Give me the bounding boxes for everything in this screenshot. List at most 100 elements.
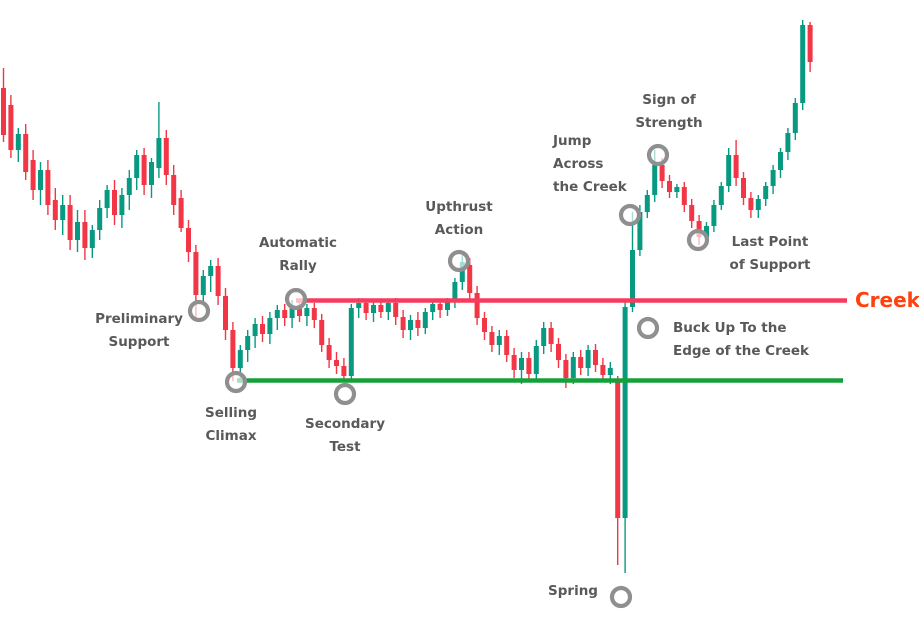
candle-up	[755, 195, 761, 218]
marker-buck-up-to-edge	[636, 316, 660, 340]
candle-up	[452, 278, 458, 308]
candle-down	[282, 304, 288, 326]
candle-down	[8, 95, 14, 158]
candle-down	[526, 352, 532, 380]
candle-down	[689, 199, 695, 228]
candle-up	[770, 165, 776, 194]
marker-secondary-test	[333, 382, 357, 406]
candle-down	[341, 358, 347, 382]
candle-up	[408, 315, 413, 340]
candle-up	[674, 184, 680, 198]
marker-upthrust-action	[447, 249, 471, 273]
candle-up	[75, 210, 80, 252]
label-sign-of-strength-line: Strength	[635, 115, 703, 131]
candle-down	[52, 188, 58, 230]
candle-up	[778, 148, 783, 178]
label-secondary-test: Secondary Test	[305, 413, 385, 459]
label-preliminary-support-line: Support	[108, 334, 170, 350]
label-buck-up-to-edge-line: Edge of the Creek	[673, 343, 810, 359]
candle-up	[89, 225, 95, 258]
label-preliminary-support: Preliminary Support	[95, 308, 183, 354]
candle-down	[319, 314, 325, 352]
candle-up	[38, 162, 43, 205]
candle-down	[733, 140, 739, 186]
candle-up	[15, 128, 21, 162]
candle-down	[482, 312, 487, 340]
label-selling-climax: Selling Climax	[205, 402, 257, 448]
label-buck-up-to-edge: Buck Up To the Edge of the Creek	[673, 317, 809, 363]
marker-jump-across-creek	[618, 203, 642, 227]
label-upthrust-action: Upthrust Action	[425, 196, 492, 242]
candle-up	[134, 150, 140, 190]
candle-down	[230, 322, 236, 381]
candle-down	[45, 160, 51, 215]
candle-down	[600, 358, 606, 382]
candle-down	[593, 344, 598, 372]
label-spring: Spring	[548, 580, 598, 603]
candle-down	[467, 258, 473, 300]
candle-down	[556, 338, 561, 368]
candle-up	[252, 318, 258, 348]
candle-up	[200, 270, 206, 305]
candle-down	[807, 22, 813, 72]
candle-up	[274, 305, 280, 330]
candle-down	[474, 286, 480, 325]
candle-up	[97, 200, 103, 240]
candle-down	[186, 220, 191, 262]
candle-up	[119, 188, 125, 228]
candle-down	[23, 124, 29, 180]
marker-last-point-of-support	[686, 228, 710, 252]
candle-up	[644, 190, 650, 218]
candle-up	[622, 300, 628, 573]
label-selling-climax-line: Selling	[204, 405, 258, 421]
candle-down	[171, 165, 177, 215]
candle-down	[548, 322, 554, 352]
label-jump-across-creek: Jump Across the Creek	[553, 130, 627, 199]
candle-down	[334, 352, 339, 374]
label-jump-across-creek-line: the Creek	[553, 179, 627, 195]
marker-spring	[609, 585, 633, 609]
label-jump-across-creek-line: Jump	[553, 133, 592, 149]
label-upthrust-action-line: Upthrust	[425, 199, 493, 215]
label-sign-of-strength-line: Sign of	[642, 92, 696, 108]
candle-down	[511, 348, 517, 378]
candle-down	[741, 172, 746, 205]
candle-down	[489, 326, 495, 352]
candle-down	[163, 130, 169, 185]
label-creek-line: Creek	[855, 288, 919, 312]
label-last-point-of-support-line: of Support	[729, 257, 811, 273]
candle-down	[67, 195, 73, 250]
candle-up	[763, 182, 769, 206]
candle-down	[615, 376, 621, 565]
marker-selling-climax	[224, 370, 248, 394]
candle-up	[785, 128, 791, 160]
candle-up	[208, 260, 214, 292]
candle-up	[60, 195, 66, 235]
candle-up	[711, 200, 717, 232]
candle-down	[400, 310, 406, 338]
candle-up	[267, 312, 273, 344]
label-automatic-rally: Automatic Rally	[259, 232, 337, 278]
label-last-point-of-support: Last Point of Support	[730, 231, 811, 277]
label-automatic-rally-line: Rally	[279, 258, 317, 274]
label-preliminary-support-line: Preliminary	[95, 311, 183, 327]
candle-down	[215, 258, 221, 305]
marker-automatic-rally	[284, 287, 308, 311]
label-upthrust-action-line: Action	[434, 222, 484, 238]
label-last-point-of-support-line: Last Point	[731, 234, 809, 250]
candle-up	[304, 304, 310, 326]
candle-up	[630, 212, 635, 312]
candle-up	[726, 148, 732, 192]
candle-down	[141, 148, 147, 195]
candle-up	[533, 340, 539, 382]
candle-up	[348, 304, 354, 382]
candle-up	[422, 308, 428, 334]
label-buck-up-to-edge-line: Buck Up To the	[673, 320, 787, 336]
candle-up	[792, 98, 798, 140]
candle-down	[30, 150, 36, 200]
candle-down	[504, 330, 510, 362]
candle-down	[578, 350, 584, 375]
label-automatic-rally-line: Automatic	[258, 235, 338, 251]
